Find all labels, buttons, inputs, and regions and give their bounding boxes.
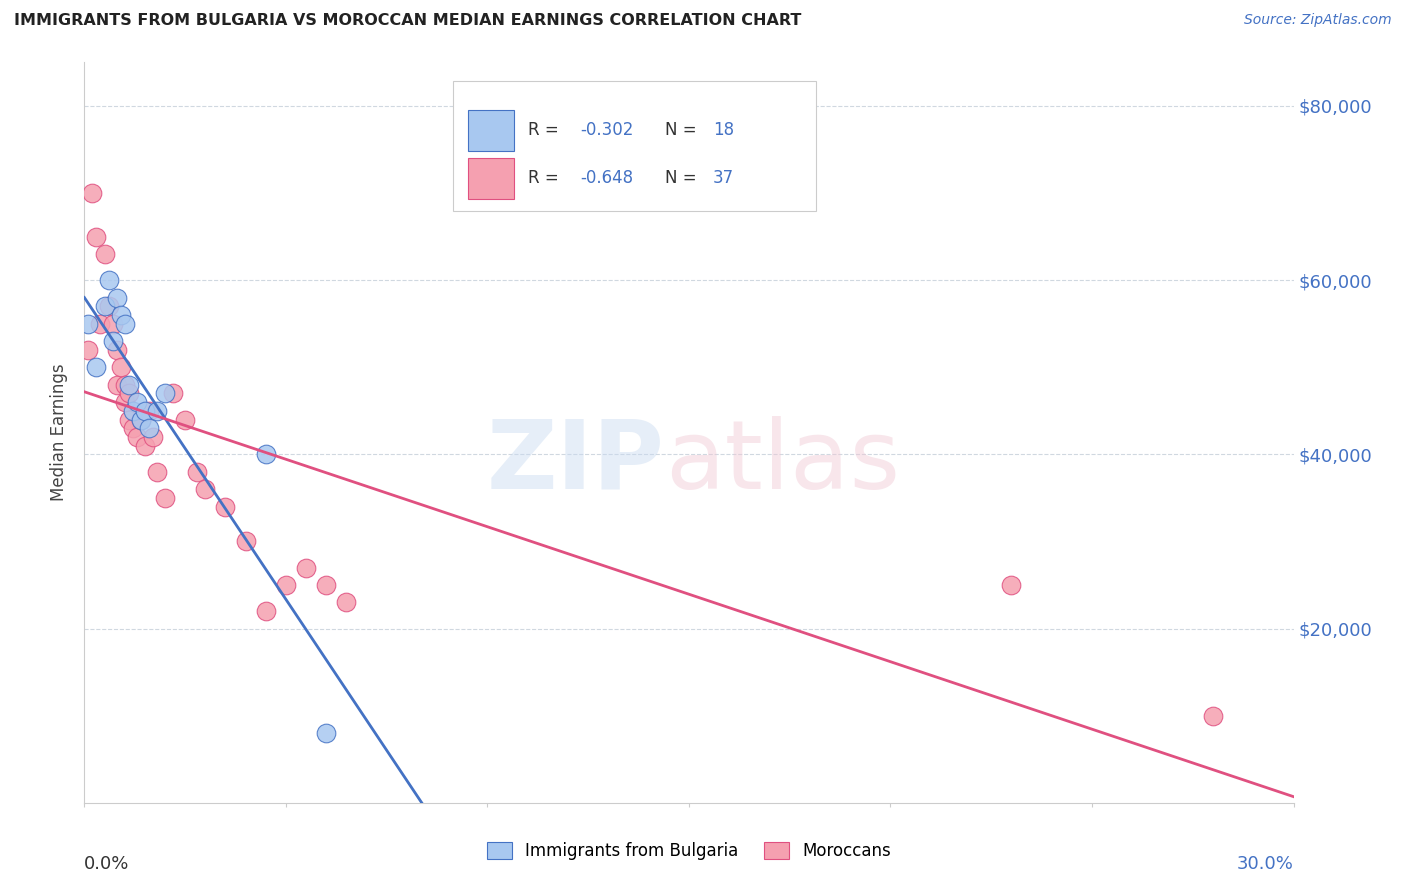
Point: [315, 726, 337, 740]
Point: [105, 291, 128, 305]
Point: [114, 377, 136, 392]
Text: 30.0%: 30.0%: [1237, 855, 1294, 872]
Point: [146, 404, 169, 418]
Point: [153, 491, 176, 505]
Text: atlas: atlas: [665, 416, 900, 508]
Point: [335, 595, 357, 609]
Point: [86, 360, 108, 375]
FancyBboxPatch shape: [468, 111, 513, 151]
Point: [101, 334, 124, 348]
Point: [138, 404, 160, 418]
Text: R =: R =: [529, 169, 564, 187]
Point: [77, 317, 100, 331]
Point: [1000, 578, 1022, 592]
Point: [134, 404, 156, 418]
Text: 18: 18: [713, 121, 734, 139]
Point: [146, 465, 169, 479]
Point: [1202, 708, 1225, 723]
Point: [162, 386, 184, 401]
Point: [114, 395, 136, 409]
Text: Source: ZipAtlas.com: Source: ZipAtlas.com: [1244, 13, 1392, 28]
Legend: Immigrants from Bulgaria, Moroccans: Immigrants from Bulgaria, Moroccans: [479, 834, 898, 869]
Text: -0.648: -0.648: [581, 169, 633, 187]
Point: [114, 317, 136, 331]
Point: [129, 412, 152, 426]
Point: [254, 447, 277, 461]
Point: [214, 500, 236, 514]
Text: 37: 37: [713, 169, 734, 187]
Point: [121, 421, 143, 435]
Point: [138, 421, 160, 435]
Point: [274, 578, 297, 592]
Point: [121, 404, 143, 418]
Point: [82, 186, 104, 200]
FancyBboxPatch shape: [468, 158, 513, 199]
Y-axis label: Median Earnings: Median Earnings: [51, 364, 69, 501]
FancyBboxPatch shape: [453, 81, 815, 211]
Point: [118, 412, 141, 426]
Point: [134, 439, 156, 453]
Point: [315, 578, 337, 592]
Point: [101, 317, 124, 331]
Point: [77, 343, 100, 357]
Point: [153, 386, 176, 401]
Point: [125, 395, 148, 409]
Text: ZIP: ZIP: [486, 416, 665, 508]
Point: [295, 560, 318, 574]
Text: -0.302: -0.302: [581, 121, 634, 139]
Point: [89, 317, 111, 331]
Point: [110, 308, 132, 322]
Point: [118, 377, 141, 392]
Point: [129, 412, 152, 426]
Point: [110, 360, 132, 375]
Text: R =: R =: [529, 121, 564, 139]
Point: [86, 229, 108, 244]
Point: [105, 377, 128, 392]
Point: [93, 247, 115, 261]
Point: [142, 430, 165, 444]
Point: [105, 343, 128, 357]
Point: [174, 412, 197, 426]
Point: [186, 465, 208, 479]
Point: [125, 430, 148, 444]
Text: 0.0%: 0.0%: [84, 855, 129, 872]
Point: [235, 534, 257, 549]
Point: [194, 482, 217, 496]
Point: [118, 386, 141, 401]
Point: [97, 273, 120, 287]
Point: [254, 604, 277, 618]
Point: [97, 299, 120, 313]
Text: N =: N =: [665, 121, 702, 139]
Text: N =: N =: [665, 169, 702, 187]
Point: [93, 299, 115, 313]
Text: IMMIGRANTS FROM BULGARIA VS MOROCCAN MEDIAN EARNINGS CORRELATION CHART: IMMIGRANTS FROM BULGARIA VS MOROCCAN MED…: [14, 13, 801, 29]
